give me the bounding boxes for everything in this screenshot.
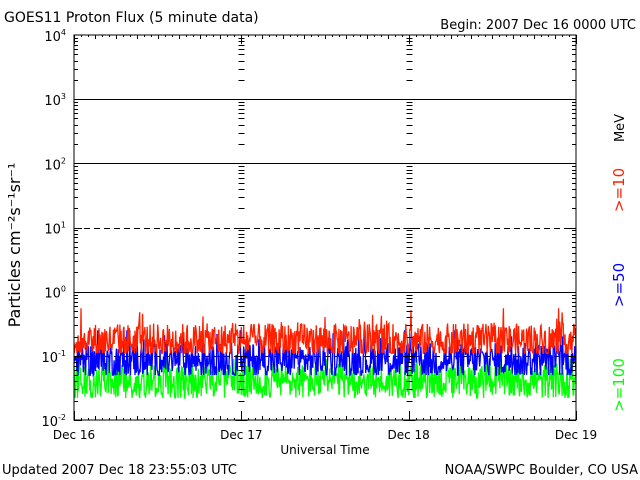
x-tick-label: Dec 18 bbox=[388, 428, 430, 442]
x-tick-label: Dec 16 bbox=[53, 428, 95, 442]
begin-time: Begin: 2007 Dec 16 0000 UTC bbox=[440, 18, 636, 33]
chart-title: GOES11 Proton Flux (5 minute data) bbox=[4, 10, 259, 26]
series-line-ge100 bbox=[73, 358, 577, 400]
legend-entry-ge50: >=50 bbox=[610, 263, 628, 307]
y-tick-label: 104 bbox=[44, 28, 66, 45]
legend-entry-ge10: >=10 bbox=[610, 168, 628, 212]
updated-time: Updated 2007 Dec 18 23:55:03 UTC bbox=[2, 463, 237, 478]
legend: >=10 >=50 >=100 bbox=[610, 168, 628, 412]
x-axis-label: Universal Time bbox=[280, 443, 369, 457]
series-line-ge50 bbox=[73, 330, 577, 377]
x-tick-label: Dec 19 bbox=[555, 428, 597, 442]
y-tick-label: 102 bbox=[44, 156, 66, 173]
legend-entry-ge100: >=100 bbox=[610, 358, 628, 412]
x-tick-label: Dec 17 bbox=[220, 428, 262, 442]
data-source: NOAA/SWPC Boulder, CO USA bbox=[445, 463, 638, 478]
y-tick-label: 101 bbox=[44, 221, 66, 238]
y-tick-label: 10-1 bbox=[41, 349, 66, 366]
y-tick-label: 100 bbox=[44, 285, 66, 302]
unit-label: MeV bbox=[613, 114, 628, 142]
series-line-ge10 bbox=[73, 308, 577, 356]
data-series bbox=[73, 308, 577, 400]
axis-ticks bbox=[74, 35, 577, 421]
y-tick-label: 10-2 bbox=[41, 413, 66, 430]
x-tick-labels: Dec 16 Dec 17 Dec 18 Dec 19 bbox=[53, 428, 597, 442]
y-tick-label: 103 bbox=[44, 92, 66, 109]
y-tick-labels: 10-2 10-1 100 101 102 103 104 bbox=[41, 28, 66, 430]
y-axis-label: Particles cm⁻²s⁻¹sr⁻¹ bbox=[5, 163, 24, 328]
